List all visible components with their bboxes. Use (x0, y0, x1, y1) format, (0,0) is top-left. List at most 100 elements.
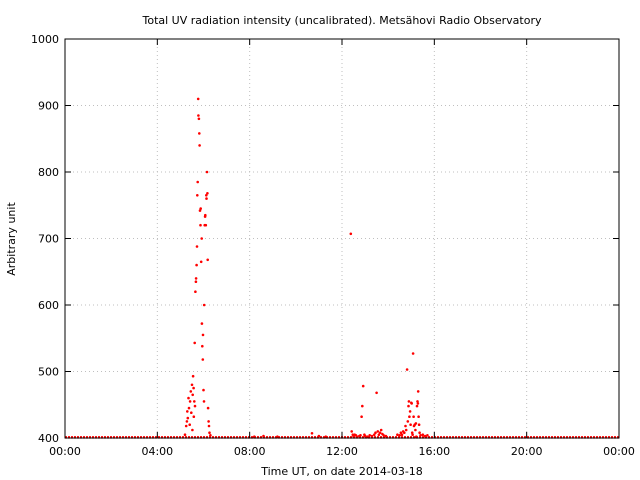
data-point (408, 415, 411, 419)
data-point (407, 400, 411, 403)
y-tick-label: 800 (38, 166, 59, 179)
data-point (363, 434, 367, 438)
data-point (194, 280, 198, 284)
x-tick-label: 08:00 (234, 445, 266, 458)
data-point (194, 290, 197, 294)
data-point (202, 400, 206, 403)
data-point (376, 430, 380, 433)
data-point (190, 411, 193, 415)
y-axis-label: Arbitrary unit (5, 202, 18, 276)
data-point (262, 434, 265, 438)
data-point (189, 390, 193, 393)
data-point (188, 423, 191, 427)
data-point (199, 260, 203, 264)
data-point (399, 431, 403, 435)
data-point (185, 420, 189, 423)
x-axis-label: Time UT, on date 2014-03-18 (260, 465, 423, 478)
data-point (404, 428, 408, 432)
data-point (375, 391, 378, 395)
data-point (416, 400, 419, 403)
data-point (382, 434, 385, 437)
data-point (377, 433, 381, 437)
data-point (406, 420, 410, 423)
data-point (186, 410, 189, 413)
y-tick-label: 500 (38, 366, 59, 379)
data-point (374, 431, 377, 435)
data-point (191, 428, 194, 432)
data-point (414, 428, 417, 432)
data-point (187, 406, 191, 410)
y-tick-label: 400 (38, 432, 59, 445)
data-point (196, 194, 199, 197)
data-point (419, 434, 422, 437)
data-point (198, 132, 201, 135)
data-point (403, 431, 406, 435)
data-point (379, 428, 383, 432)
data-point (417, 415, 420, 419)
data-point (191, 374, 195, 378)
data-point (370, 434, 374, 438)
y-tick-label: 1000 (31, 33, 59, 46)
data-point (198, 144, 201, 147)
data-point (199, 223, 202, 227)
data-point (350, 430, 354, 433)
data-point (194, 277, 198, 280)
data-point (426, 434, 429, 437)
data-point (414, 422, 418, 425)
data-point (205, 194, 208, 197)
data-point (206, 192, 209, 195)
data-point (416, 402, 420, 405)
data-point (205, 170, 209, 174)
data-point (195, 245, 199, 248)
data-point (253, 435, 256, 439)
data-point (207, 424, 211, 428)
grid-lines (65, 39, 619, 438)
data-point (415, 404, 419, 408)
data-point (411, 433, 414, 437)
data-point (199, 207, 202, 210)
data-point (198, 209, 202, 212)
data-point (407, 404, 410, 408)
data-point (200, 322, 204, 325)
data-point (193, 404, 197, 408)
data-point (208, 431, 211, 435)
data-point (423, 434, 427, 438)
data-point (201, 358, 205, 361)
data-point (416, 390, 420, 393)
data-point (317, 434, 321, 438)
x-tick-label: 00:00 (49, 445, 81, 458)
data-point (207, 420, 210, 423)
data-point (404, 424, 407, 428)
x-tick-label: 12:00 (326, 445, 358, 458)
data-point (418, 431, 421, 435)
data-point (355, 435, 359, 439)
data-points (183, 97, 429, 439)
data-point (366, 435, 369, 439)
data-point (378, 431, 382, 435)
data-point (410, 431, 414, 435)
data-point (349, 232, 353, 236)
data-point (193, 341, 196, 345)
data-point (204, 223, 208, 227)
data-point (196, 97, 200, 101)
y-tick-label: 900 (38, 100, 59, 113)
chart-title: Total UV radiation intensity (uncalibrat… (142, 14, 542, 27)
data-point (197, 114, 200, 117)
data-point (200, 237, 203, 240)
data-point (417, 423, 421, 427)
data-point (409, 423, 412, 427)
x-tick-label: 16:00 (418, 445, 450, 458)
data-point (192, 386, 195, 390)
data-point (410, 402, 414, 405)
data-point (205, 197, 208, 200)
data-point (396, 433, 399, 437)
data-point (186, 416, 190, 420)
y-tick-labels: 400 500 600 700 800 900 1000 (31, 33, 59, 445)
data-point (191, 393, 194, 397)
data-point (421, 433, 425, 437)
data-point (373, 433, 376, 437)
data-point (324, 435, 328, 439)
data-point (197, 117, 201, 121)
data-point (408, 410, 412, 413)
data-point (201, 333, 205, 337)
